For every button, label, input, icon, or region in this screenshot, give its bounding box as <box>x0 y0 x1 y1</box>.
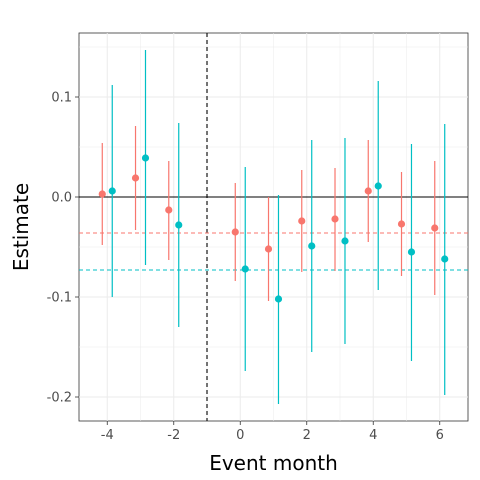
data-point <box>407 248 416 256</box>
data-point <box>341 237 349 245</box>
x-axis-ticks: -4 -2 0 2 4 6 <box>101 421 444 443</box>
x-tick-label: 6 <box>436 428 444 443</box>
data-point <box>264 245 273 253</box>
data-point <box>331 215 339 223</box>
data-point <box>441 255 449 263</box>
data-point <box>98 190 106 198</box>
data-point <box>165 206 173 214</box>
x-axis-title: Event month <box>209 451 338 475</box>
x-tick-label: 0 <box>236 428 244 443</box>
y-tick-label: 0.0 <box>51 191 72 206</box>
data-point <box>241 265 249 273</box>
data-point <box>131 174 140 182</box>
data-point <box>308 242 316 250</box>
data-points <box>98 154 449 303</box>
x-tick-label: 4 <box>369 428 377 443</box>
y-axis-title: Estimate <box>9 183 33 271</box>
data-point <box>431 224 439 232</box>
x-tick-label: 2 <box>303 428 311 443</box>
data-point <box>397 220 406 228</box>
x-tick-label: -2 <box>167 428 180 443</box>
y-axis-ticks: -0.2 -0.1 0.0 0.1 <box>47 91 79 406</box>
data-point <box>231 228 239 236</box>
x-tick-label: -4 <box>101 428 114 443</box>
reference-lines <box>79 33 468 421</box>
data-point <box>141 154 150 162</box>
y-tick-label: -0.2 <box>47 391 72 406</box>
data-point <box>364 187 372 195</box>
data-point <box>274 295 283 303</box>
y-tick-label: 0.1 <box>51 91 72 106</box>
data-point <box>298 217 306 225</box>
data-point <box>175 221 183 229</box>
data-point <box>108 187 116 195</box>
data-point <box>374 182 382 190</box>
y-tick-label: -0.1 <box>47 291 72 306</box>
